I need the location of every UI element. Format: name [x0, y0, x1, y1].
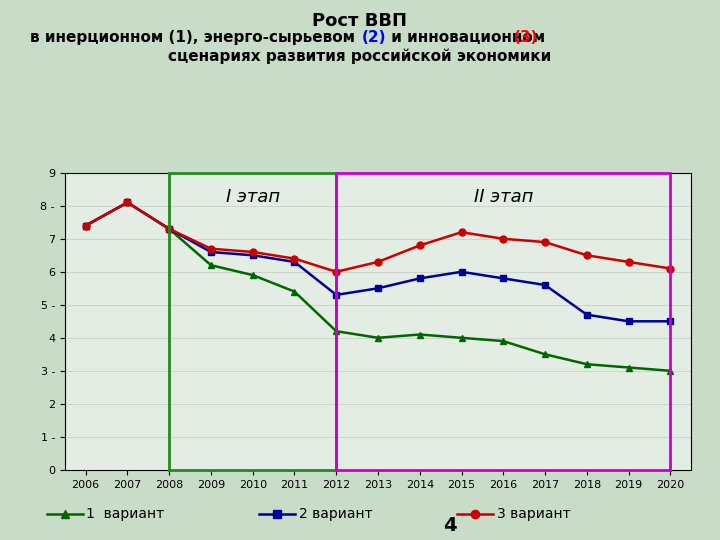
- Bar: [169, 173, 336, 470]
- Text: I этап: I этап: [225, 187, 280, 206]
- Text: (3): (3): [513, 30, 538, 45]
- Text: и инновационном: и инновационном: [386, 30, 550, 45]
- Text: II этап: II этап: [474, 187, 533, 206]
- Text: (2): (2): [362, 30, 387, 45]
- Text: Рост ВВП: Рост ВВП: [312, 12, 408, 30]
- Bar: [336, 173, 670, 470]
- Text: 4: 4: [443, 516, 456, 535]
- Text: сценариях развития российской экономики: сценариях развития российской экономики: [168, 49, 552, 64]
- Text: в инерционном (1), энерго-сырьевом: в инерционном (1), энерго-сырьевом: [30, 30, 360, 45]
- Text: 2 вариант: 2 вариант: [299, 507, 372, 521]
- Text: 1  вариант: 1 вариант: [86, 507, 165, 521]
- Text: 3 вариант: 3 вариант: [497, 507, 570, 521]
